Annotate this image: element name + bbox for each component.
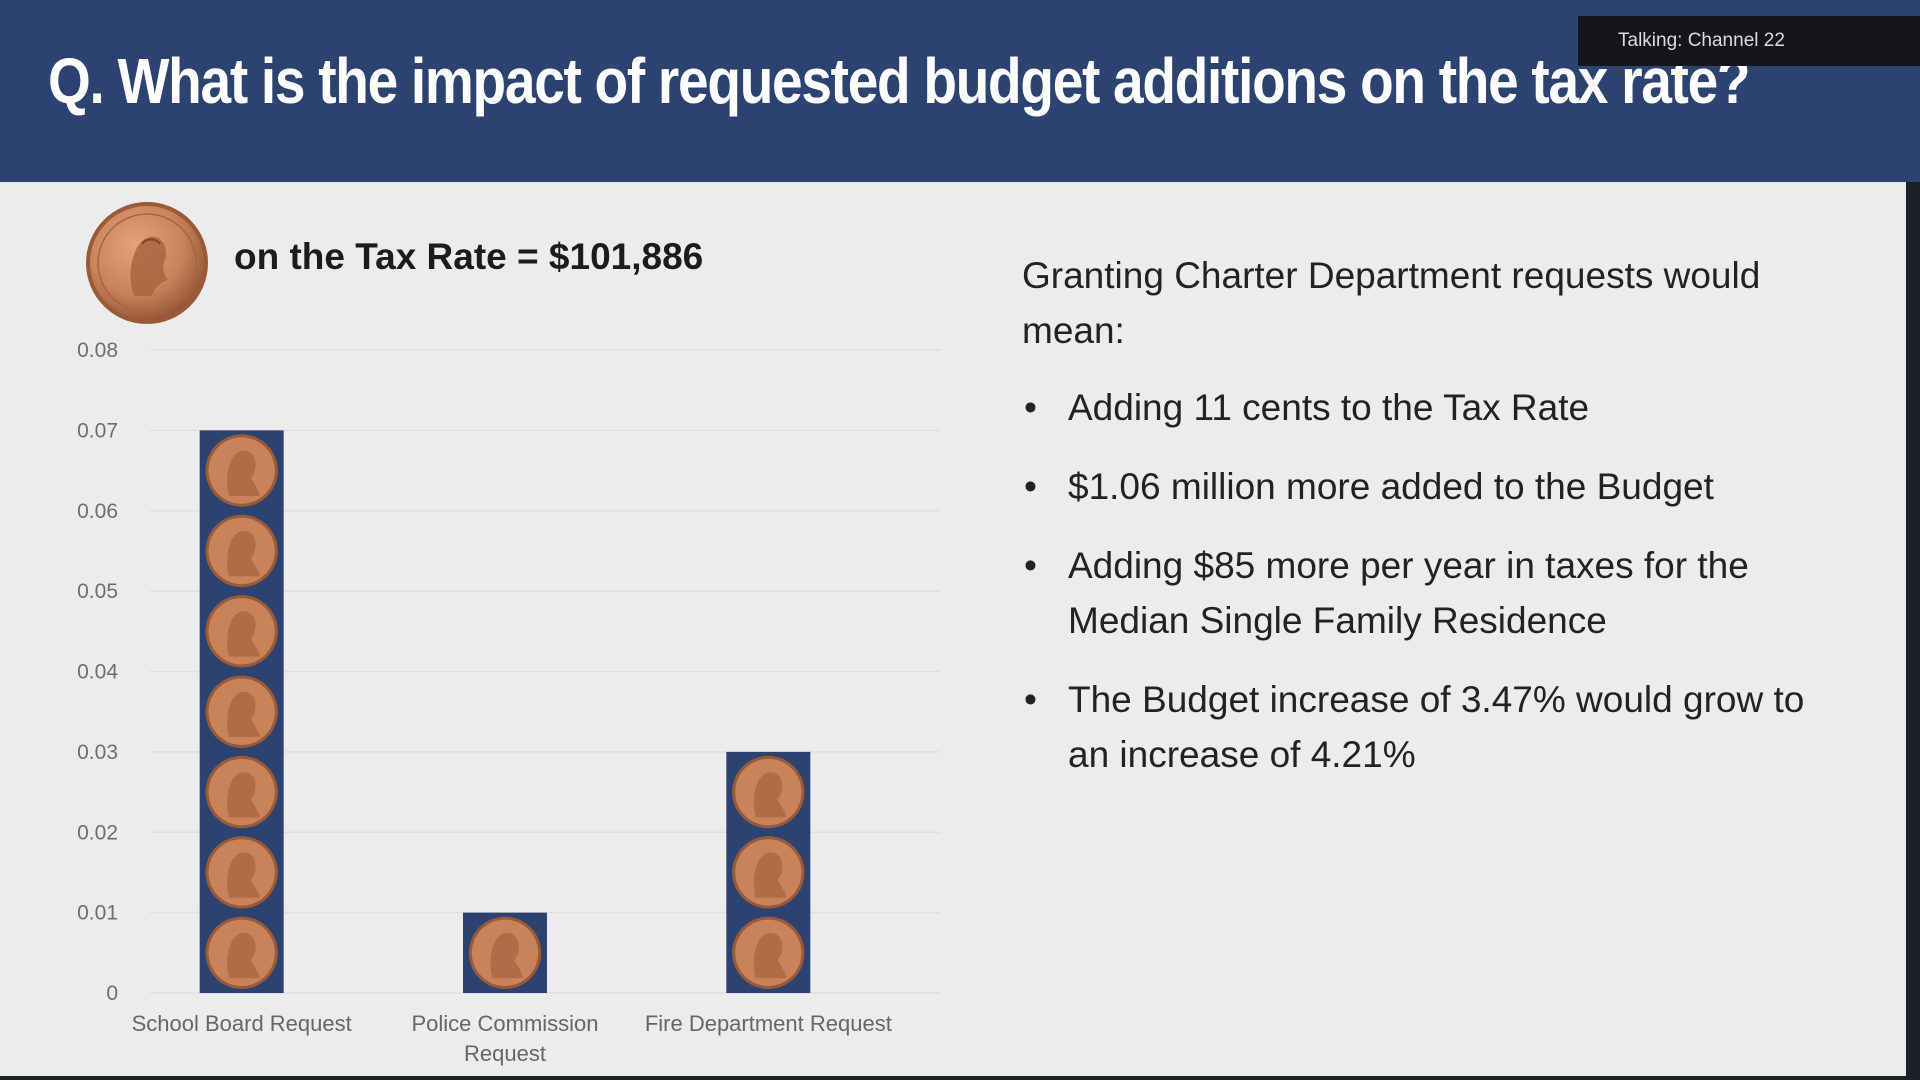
bullet-glyph: •: [1024, 466, 1037, 507]
penny-icon: [86, 202, 208, 324]
info-bullet: • Adding $85 more per year in taxes for …: [1022, 538, 1842, 648]
info-bullet: • Adding 11 cents to the Tax Rate: [1022, 380, 1842, 435]
y-tick-label: 0.05: [77, 580, 118, 603]
penny-portrait: [227, 691, 260, 738]
penny-portrait: [753, 772, 787, 818]
bullet-text: Adding 11 cents to the Tax Rate: [1068, 387, 1590, 428]
penny-portrait: [753, 852, 787, 898]
x-tick-label: Request: [464, 1041, 546, 1066]
y-tick-label: 0: [106, 982, 118, 1005]
y-tick-label: 0.07: [77, 419, 118, 442]
y-tick-label: 0.04: [77, 661, 118, 684]
x-tick-label: Fire Department Request: [645, 1011, 892, 1036]
x-tick-label: Police Commission: [411, 1011, 598, 1036]
bullet-text: $1.06 million more added to the Budget: [1068, 466, 1714, 507]
channel-badge: Talking: Channel 22: [1578, 16, 1920, 66]
y-tick-label: 0.06: [77, 500, 118, 523]
info-bullet: • $1.06 million more added to the Budget: [1022, 459, 1842, 514]
bullet-glyph: •: [1024, 545, 1037, 586]
info-intro: Granting Charter Department requests wou…: [1022, 255, 1761, 351]
penny-tax-caption: on the Tax Rate = $101,886: [234, 236, 704, 277]
penny-portrait: [227, 932, 260, 979]
penny-portrait: [227, 530, 260, 577]
y-tick-label: 0.02: [77, 821, 118, 844]
slide-title: Q. What is the impact of requested budge…: [48, 45, 1751, 117]
penny-portrait: [490, 932, 524, 979]
y-tick-label: 0.01: [77, 902, 118, 925]
penny-portrait: [227, 772, 260, 818]
info-bullet: • The Budget increase of 3.47% would gro…: [1022, 672, 1842, 782]
bar-chart: 0 0.01 0.02 0.03 0.04 0.05 0.06 0.07 0.08 School …: [77, 339, 940, 1066]
y-tick-label: 0.08: [77, 339, 118, 362]
screen-edge: [0, 1076, 1920, 1080]
info-bullet-list: • Adding 11 cents to the Tax Rate • $1.0…: [1022, 380, 1842, 806]
screen-edge: [1906, 182, 1920, 1080]
x-tick-label: School Board Request: [132, 1011, 352, 1036]
bullet-glyph: •: [1024, 679, 1037, 720]
bullet-glyph: •: [1024, 387, 1037, 428]
penny-portrait: [227, 611, 260, 657]
bullet-text: Adding $85 more per year in taxes for th…: [1068, 545, 1749, 641]
y-tick-label: 0.03: [77, 741, 118, 764]
penny-portrait: [227, 450, 260, 496]
bullet-text: The Budget increase of 3.47% would grow …: [1068, 679, 1805, 775]
penny-portrait: [753, 932, 787, 979]
penny-portrait: [227, 852, 260, 898]
